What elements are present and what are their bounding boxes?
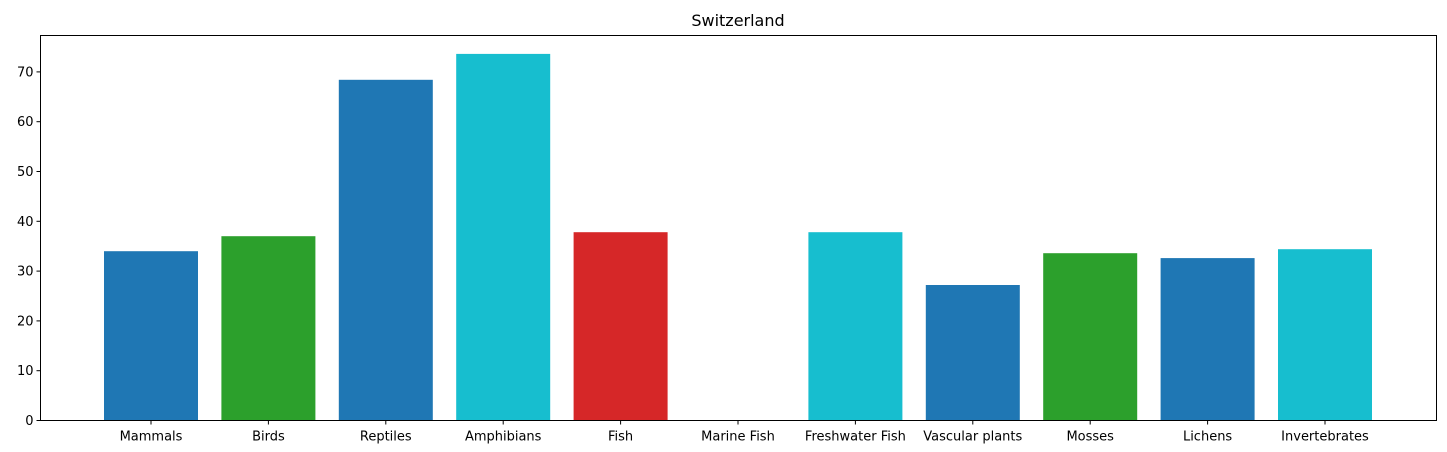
bar-birds [221,236,316,421]
bar-mosses [1043,253,1138,421]
x-tick-label: Marine Fish [701,430,775,445]
y-tick-label: 30 [17,265,34,280]
bar-lichens [1160,258,1255,421]
bar-fish [573,232,668,421]
x-tick-label: Freshwater Fish [805,430,906,445]
bar-amphibians [456,53,551,421]
x-tick-label: Reptiles [360,430,412,445]
chart-title: Switzerland [691,11,784,30]
x-tick-label: Vascular plants [923,430,1022,445]
x-tick-label: Lichens [1183,430,1232,445]
x-tick-label: Amphibians [465,430,542,445]
x-axis: Mammals Birds Reptiles Amphibians Fish Marine… [120,420,1369,445]
plot-frame [40,35,1437,421]
bar-reptiles [338,79,433,421]
y-tick-label: 70 [17,65,34,80]
x-tick-label: Birds [252,430,285,445]
y-tick-label: 0 [25,414,33,429]
bars-group [104,53,1372,421]
y-tick-label: 40 [17,215,34,230]
y-tick-label: 50 [17,165,34,180]
bar-invertebrates [1278,249,1372,421]
bar-mammals [104,251,198,421]
bar-freshwater-fish [808,232,903,421]
y-axis: 0 10 20 30 40 50 60 70 [17,65,41,429]
x-tick-label: Invertebrates [1281,430,1369,445]
y-tick-label: 60 [17,115,34,130]
x-tick-label: Mosses [1066,430,1114,445]
y-tick-label: 10 [17,364,34,379]
x-tick-label: Mammals [120,430,183,445]
bar-vascular-plants [925,285,1020,421]
y-tick-label: 20 [17,314,34,329]
x-tick-label: Fish [608,430,633,445]
